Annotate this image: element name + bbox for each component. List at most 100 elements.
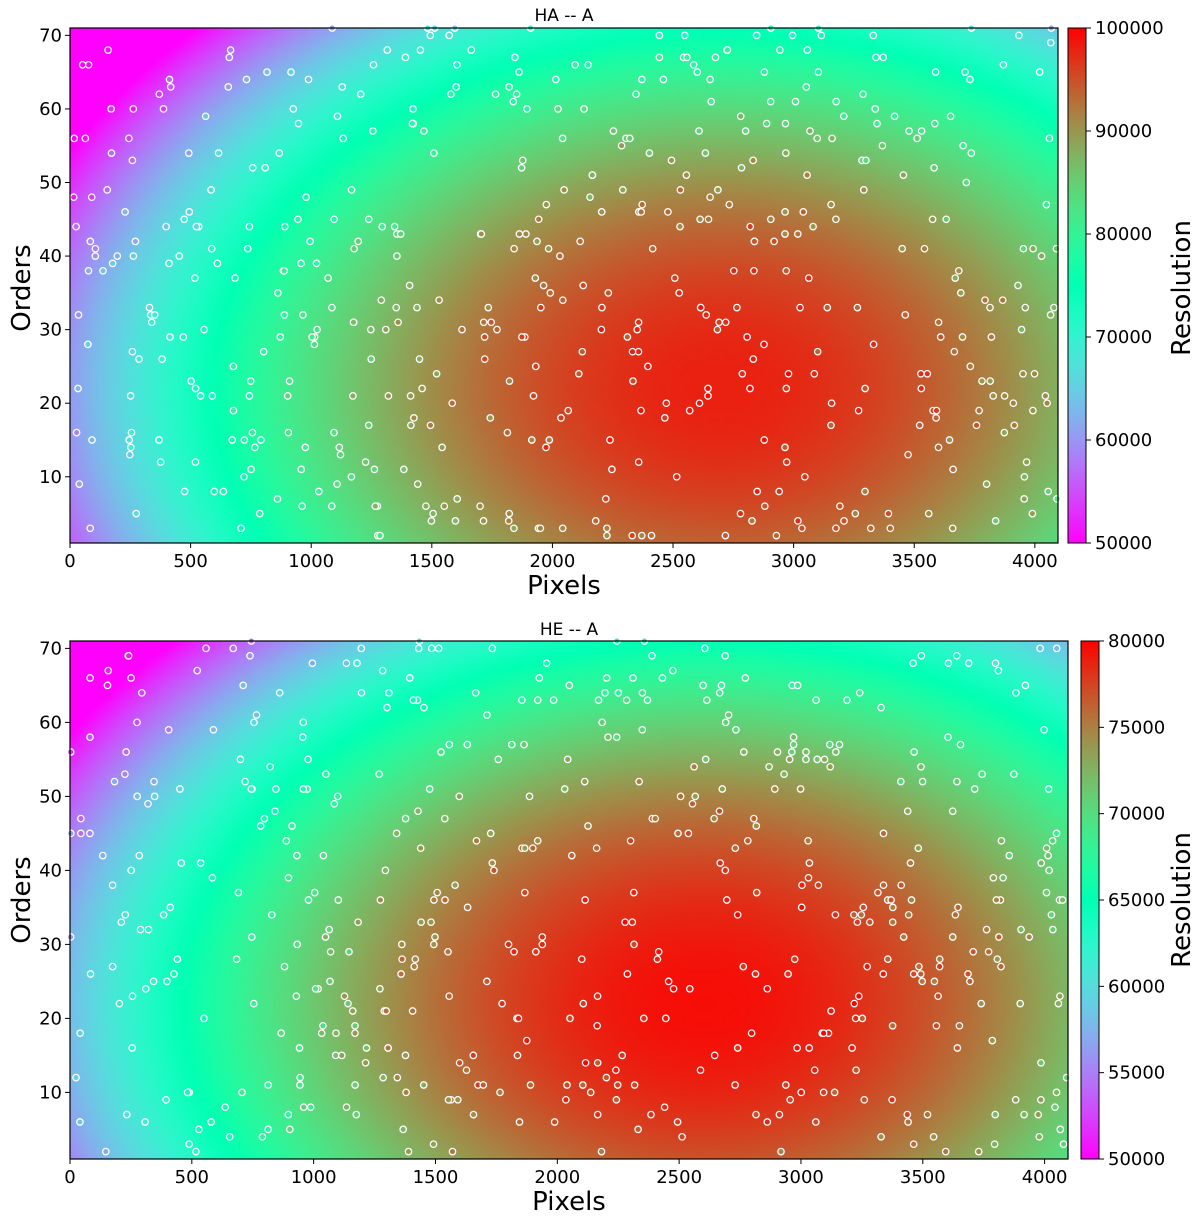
scatter-point <box>729 266 738 275</box>
scatter-point <box>511 53 519 62</box>
scatter-point <box>362 1044 371 1052</box>
scatter-point <box>588 171 597 179</box>
scatter-point <box>408 119 417 128</box>
scatter-point <box>294 215 302 224</box>
scatter-point <box>488 859 497 867</box>
x-tick-label: 500 <box>175 1167 209 1188</box>
scatter-point <box>964 659 973 668</box>
scatter-point <box>126 443 135 452</box>
scatter-point <box>213 259 222 268</box>
scatter-point <box>225 1132 234 1141</box>
scatter-point <box>356 90 365 99</box>
scatter-point <box>180 487 189 496</box>
scatter-point <box>877 1132 885 1141</box>
scatter-point <box>159 910 168 919</box>
scatter-point <box>518 156 527 165</box>
scatter-point <box>1020 495 1029 503</box>
scatter-point <box>917 651 926 660</box>
scatter-point <box>701 149 710 157</box>
scatter-point <box>946 112 955 121</box>
scatter-point <box>632 90 640 99</box>
scatter-point <box>200 1014 208 1023</box>
scatter-point <box>209 725 218 734</box>
scatter-point <box>593 1110 602 1119</box>
scatter-point <box>819 1029 828 1038</box>
scatter-point <box>843 696 851 705</box>
scatter-point <box>180 215 189 224</box>
scatter-point <box>302 193 310 202</box>
scatter-point <box>710 814 718 823</box>
scatter-point <box>351 1081 359 1089</box>
scatter-point <box>518 333 526 341</box>
scatter-point <box>207 186 215 194</box>
scatter-point <box>453 1095 462 1104</box>
scatter-point <box>228 436 237 444</box>
scatter-point <box>98 851 107 860</box>
scatter-point <box>378 222 387 231</box>
scatter-point <box>781 208 789 216</box>
scatter-point <box>221 1103 230 1112</box>
scatter-point <box>863 962 872 971</box>
scatter-point <box>298 733 307 742</box>
scatter-point <box>899 171 908 179</box>
scatter-point <box>538 940 547 949</box>
scatter-point <box>259 347 268 356</box>
scatter-point <box>593 1058 602 1067</box>
scatter-point <box>848 1044 856 1052</box>
scatter-point <box>416 46 425 54</box>
scatter-point <box>319 1021 327 1030</box>
scatter-point <box>580 105 588 113</box>
scatter-point <box>144 799 152 808</box>
scatter-point <box>405 674 414 682</box>
scatter-point <box>977 999 986 1008</box>
scatter-point <box>813 755 822 764</box>
scatter-point <box>208 873 217 882</box>
scatter-point <box>292 992 301 1001</box>
scatter-point <box>283 392 292 400</box>
scatter-point <box>787 748 796 756</box>
scatter-point <box>1036 644 1044 653</box>
scatter-point <box>246 377 255 385</box>
y-tick-label: 30 <box>39 320 62 341</box>
scatter-point <box>586 193 594 202</box>
scatter-point <box>934 992 942 1001</box>
scatter-point <box>1052 644 1061 653</box>
scatter-point <box>440 502 449 511</box>
scatter-point <box>685 984 694 993</box>
y-tick-label: 10 <box>39 1082 62 1103</box>
scatter-point <box>622 696 631 705</box>
scatter-point <box>76 829 85 838</box>
scatter-point <box>855 688 864 697</box>
scatter-point <box>862 156 870 165</box>
scatter-point <box>997 962 1005 971</box>
plot-frame <box>69 640 1069 1160</box>
scatter-point <box>232 955 241 964</box>
scatter-point <box>330 215 338 224</box>
scatter-point <box>951 910 960 919</box>
scatter-point <box>86 237 95 246</box>
scatter-point <box>1019 244 1028 253</box>
scatter-point <box>733 303 741 312</box>
scatter-point <box>676 186 685 194</box>
colorbar-tick-label: 75000 <box>1108 717 1165 738</box>
scatter-point <box>839 112 848 121</box>
y-axis-ticks: 10 20 30 40 50 60 70 <box>39 25 70 488</box>
scatter-point <box>131 237 140 246</box>
scatter-point <box>158 355 166 363</box>
scatter-point <box>1020 1110 1028 1119</box>
x-tick-label: 0 <box>64 1167 75 1188</box>
scatter-point <box>696 215 704 224</box>
scatter-point <box>438 443 446 452</box>
scatter-point <box>827 399 836 408</box>
scatter-point <box>505 377 514 385</box>
scatter-point <box>301 443 310 452</box>
scatter-point <box>910 748 918 756</box>
scatter-point <box>612 1066 620 1075</box>
scatter-point <box>1059 1140 1068 1149</box>
scatter-point <box>693 68 702 76</box>
scatter-point <box>827 200 835 209</box>
scatter-point <box>888 1095 896 1104</box>
scatter-point <box>722 896 731 904</box>
scatter-point <box>326 947 335 956</box>
scatter-point <box>225 53 234 62</box>
